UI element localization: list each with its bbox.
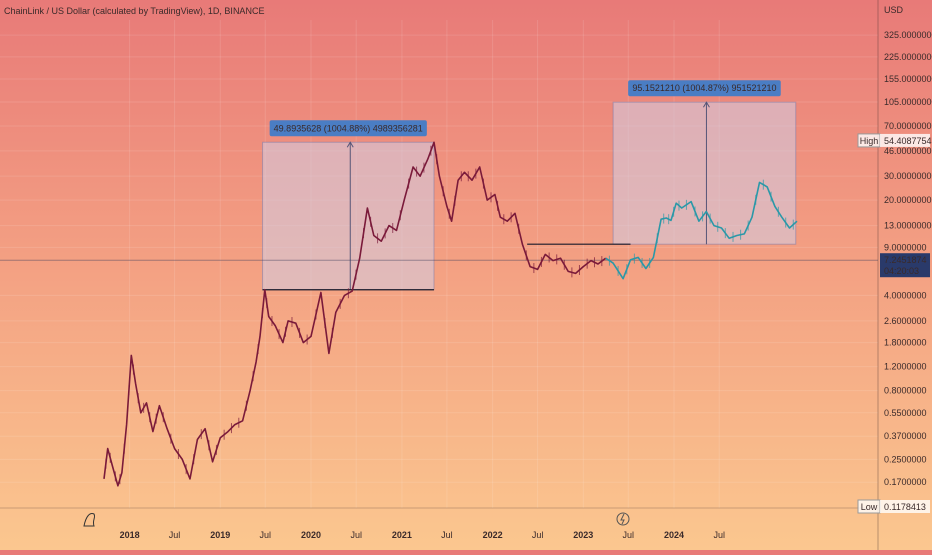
y-tick-label: 0.5500000 <box>884 408 927 418</box>
x-tick-label: Jul <box>260 530 272 540</box>
x-tick-label: 2022 <box>483 530 503 540</box>
x-tick-label: Jul <box>441 530 453 540</box>
measure-label: 95.1521210 (1004.87%) 951521210 <box>632 83 776 93</box>
lightning-bolt-icon <box>620 513 625 525</box>
measure-arrow-head <box>703 101 710 108</box>
y-tick-label: 2.6000000 <box>884 316 927 326</box>
y-tick-label: 13.0000000 <box>884 221 932 231</box>
high-value-bg <box>880 133 930 147</box>
low-tag: Low <box>861 502 878 512</box>
lightning-icon <box>616 512 630 526</box>
x-tick-label: 2023 <box>573 530 593 540</box>
measure-arrow-head <box>346 141 354 148</box>
measure-box <box>262 141 435 291</box>
x-tick-label: Jul <box>623 530 635 540</box>
y-tick-label: 46.0000000 <box>884 146 932 156</box>
measure-label-bg <box>269 120 427 137</box>
y-tick-label: 4.0000000 <box>884 290 927 300</box>
low-value-bg <box>880 500 930 513</box>
y-tick-label: 325.0000000 <box>884 30 932 40</box>
measure-label: 49.8935628 (1004.88%) 4989356281 <box>274 123 423 133</box>
y-tick-label: 155.0000000 <box>884 74 932 84</box>
y-tick-label: 0.1700000 <box>884 477 927 487</box>
x-tick-label: 2018 <box>120 530 140 540</box>
x-tick-label: 2021 <box>392 530 412 540</box>
measure-label-bg <box>628 80 781 97</box>
y-tick-label: 30.0000000 <box>884 171 932 181</box>
y-tick-label: 1.8000000 <box>884 338 927 348</box>
x-tick-label: 2020 <box>301 530 321 540</box>
price-series-line <box>605 181 798 280</box>
measure-box <box>612 101 797 245</box>
bar-countdown: 04:20:03 <box>884 266 919 276</box>
y-tick-label: 20.0000000 <box>884 195 932 205</box>
x-tick-label: Jul <box>532 530 544 540</box>
x-tick-label: Jul <box>713 530 725 540</box>
current-price-badge <box>880 253 930 278</box>
currency-label: USD <box>884 5 904 15</box>
y-tick-label: 0.3700000 <box>884 431 927 441</box>
y-tick-label: 1.2000000 <box>884 362 927 372</box>
x-tick-label: 2019 <box>210 530 230 540</box>
y-tick-label: 0.2500000 <box>884 454 927 464</box>
low-value: 0.1178413 <box>884 502 926 512</box>
high-tag: High <box>860 136 879 146</box>
x-tick-label: Jul <box>350 530 362 540</box>
high-value: 54.4087754 <box>884 136 932 146</box>
y-tick-label: 105.0000000 <box>884 97 932 107</box>
y-tick-label: 70.0000000 <box>884 121 932 131</box>
x-tick-label: 2024 <box>664 530 684 540</box>
x-tick-label: Jul <box>169 530 181 540</box>
y-tick-label: 225.0000000 <box>884 52 932 62</box>
current-price-value: 7.2451874 <box>884 255 927 265</box>
tradingview-logo-icon <box>83 513 96 527</box>
y-tick-label: 0.8000000 <box>884 386 927 396</box>
chart-title: ChainLink / US Dollar (calculated by Tra… <box>4 6 265 16</box>
y-tick-label: 9.0000000 <box>884 242 927 252</box>
